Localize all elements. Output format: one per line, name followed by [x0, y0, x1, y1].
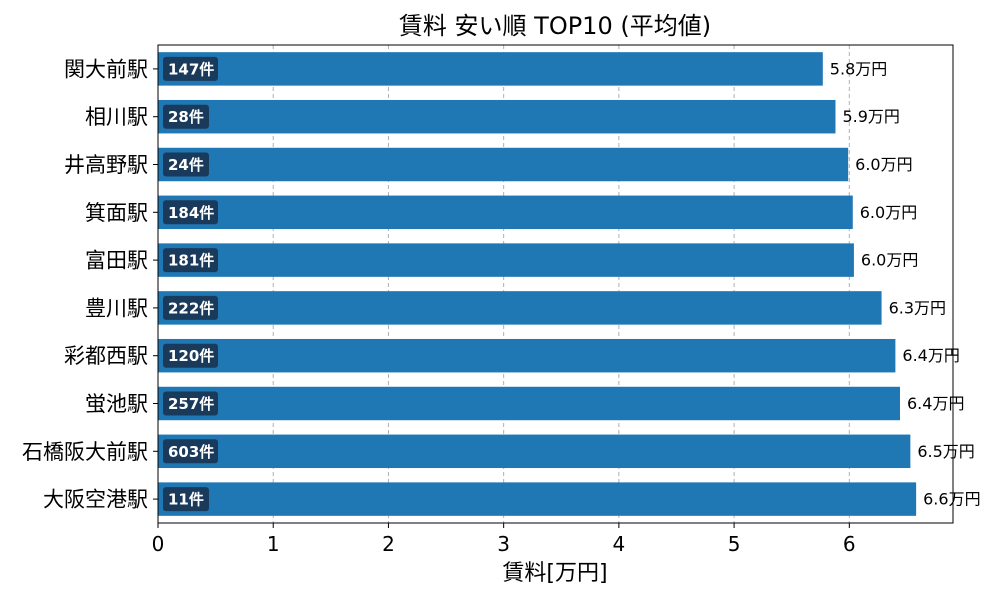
count-label: 222件: [168, 299, 214, 317]
plot-frame: [157, 44, 954, 524]
x-tick-label: 3: [497, 532, 510, 556]
count-label: 24件: [168, 156, 204, 174]
chart-title: 賃料 安い順 TOP10 (平均値): [399, 12, 711, 40]
bar: [158, 147, 849, 182]
bar: [158, 52, 823, 86]
y-tick-label: 石橋阪大前駅: [22, 440, 148, 464]
y-tick-label: 相川駅: [85, 105, 148, 129]
count-badge: [163, 104, 209, 129]
y-tick-label: 蛍池駅: [85, 392, 148, 416]
bar: [158, 291, 882, 325]
x-tick-label: 0: [152, 532, 165, 556]
count-badge: [163, 200, 218, 225]
bar: [158, 338, 896, 373]
value-label: 6.0万円: [855, 155, 912, 174]
count-label: 120件: [168, 347, 214, 365]
y-tick-label: 井高野駅: [64, 153, 148, 177]
count-badge: [163, 439, 218, 464]
count-badge: [163, 391, 218, 416]
y-tick-label: 富田駅: [85, 249, 148, 273]
count-badge: [163, 343, 218, 368]
y-tick-label: 豊川駅: [85, 296, 148, 320]
value-label: 5.9万円: [842, 107, 899, 126]
x-tick-label: 1: [267, 532, 280, 556]
count-badge: [163, 56, 218, 81]
x-tick-label: 4: [613, 532, 626, 556]
y-tick-label: 関大前駅: [64, 57, 148, 81]
bar: [158, 243, 854, 277]
y-tick-label: 彩都西駅: [64, 344, 148, 368]
value-label: 6.4万円: [902, 346, 959, 365]
count-label: 181件: [168, 252, 214, 270]
count-label: 11件: [168, 491, 204, 509]
bars: 147件 5.8万円 28件 5.9万円 24件 6.0万円 184件 6.0万円 181件 6.…: [158, 52, 981, 516]
count-badge: [163, 487, 209, 512]
value-label: 6.0万円: [861, 251, 918, 270]
value-label: 5.8万円: [830, 59, 887, 78]
y-tick-label: 大阪空港駅: [43, 488, 148, 512]
y-tick-label: 箕面駅: [85, 201, 148, 225]
count-label: 603件: [168, 443, 214, 461]
bar: [158, 195, 853, 230]
value-label: 6.5万円: [917, 442, 974, 461]
count-label: 184件: [168, 204, 214, 222]
bar: [158, 99, 836, 134]
value-label: 6.3万円: [889, 298, 946, 317]
x-tick-label: 2: [382, 532, 395, 556]
x-tick-labels: 0 1 2 3 4 5 6: [152, 523, 856, 556]
value-label: 6.0万円: [860, 203, 917, 222]
bar: [158, 434, 911, 469]
count-label: 257件: [168, 395, 214, 413]
count-label: 147件: [168, 60, 214, 78]
count-label: 28件: [168, 108, 204, 126]
x-tick-label: 5: [728, 532, 741, 556]
count-badge: [163, 248, 218, 273]
count-badge: [163, 152, 209, 177]
value-label: 6.6万円: [923, 490, 980, 509]
x-tick-label: 6: [843, 532, 856, 556]
count-badge: [163, 295, 218, 320]
bar: [158, 386, 900, 421]
value-label: 6.4万円: [907, 394, 964, 413]
bar: [158, 482, 917, 516]
x-axis-label: 賃料[万円]: [502, 561, 607, 586]
